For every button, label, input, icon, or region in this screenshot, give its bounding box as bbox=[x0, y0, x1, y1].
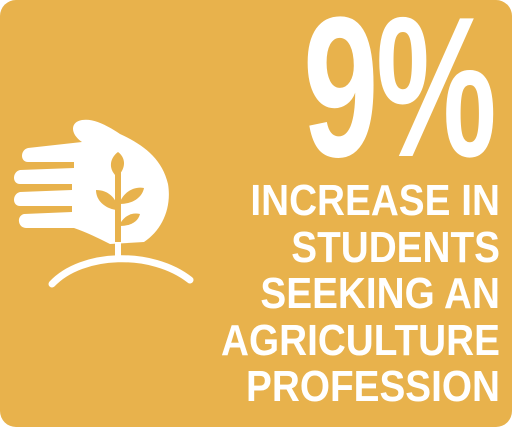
stat-value: 9% bbox=[302, 0, 497, 199]
caption-line: SEEKING AN bbox=[260, 269, 500, 318]
caption-line: STUDENTS bbox=[291, 222, 500, 272]
stat-caption: INCREASE IN STUDENTS SEEKING AN AGRICULT… bbox=[221, 176, 500, 411]
hand-with-sprout-icon bbox=[14, 119, 194, 288]
caption-line: AGRICULTURE bbox=[221, 315, 500, 365]
caption-line: PROFESSION bbox=[246, 362, 500, 411]
caption-line: INCREASE IN bbox=[250, 176, 500, 225]
